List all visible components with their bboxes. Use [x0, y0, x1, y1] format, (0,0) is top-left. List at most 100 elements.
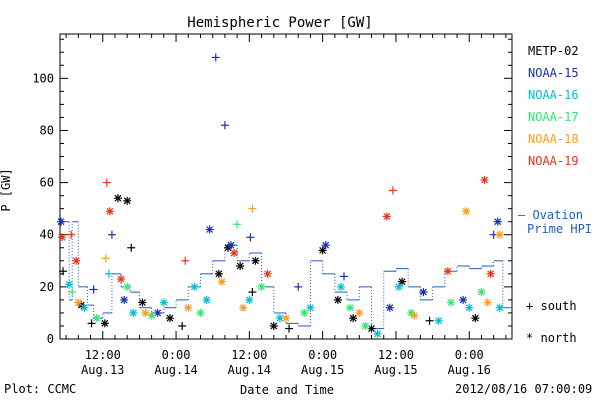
data-point: [419, 288, 428, 297]
data-point: [165, 314, 174, 323]
data-point: [239, 303, 248, 312]
data-point: [184, 303, 193, 312]
data-point: [227, 241, 236, 250]
data-point: [100, 319, 109, 328]
data-point: [141, 308, 150, 317]
data-point: [300, 308, 309, 317]
data-point: [147, 311, 156, 320]
data-point: [245, 295, 254, 304]
data-point: [410, 311, 419, 320]
legend-metp-02: METP-02: [528, 44, 579, 58]
x-tick-label: 0:00: [162, 348, 191, 362]
data-point: [294, 282, 303, 291]
data-point: [477, 288, 486, 297]
data-point: [395, 282, 403, 291]
data-point: [388, 186, 397, 195]
data-point: [123, 196, 132, 205]
legend-noaa-17: NOAA-17: [528, 110, 579, 124]
data-point: [127, 243, 136, 252]
x-tick-date-label: Aug.16: [448, 363, 491, 377]
data-point: [336, 282, 345, 291]
x-tick-label: 12:00: [85, 348, 121, 362]
footer-timestamp: 2012/08/16 07:00:09: [455, 382, 593, 396]
data-point: [129, 308, 138, 317]
data-point: [102, 178, 111, 187]
legend-noaa-18: NOAA-18: [528, 132, 579, 146]
data-point: [104, 269, 113, 278]
data-point: [306, 303, 315, 312]
data-point: [493, 217, 502, 226]
legend-noaa-15: NOAA-15: [528, 66, 579, 80]
data-point: [495, 303, 504, 312]
x-tick-label: 0:00: [455, 348, 484, 362]
x-axis-ticks: 12:00Aug.130:00Aug.1412:00Aug.140:00Aug.…: [65, 34, 507, 377]
data-points: [57, 53, 504, 338]
data-point: [107, 230, 116, 239]
data-point: [446, 298, 455, 307]
data-point: [178, 321, 187, 330]
data-point: [80, 303, 89, 312]
legend-south-symbol: +: [526, 299, 534, 313]
data-point: [382, 212, 391, 221]
legend-noaa-19: NOAA-19: [528, 154, 579, 168]
data-point: [190, 282, 199, 291]
data-point: [87, 319, 96, 328]
data-point: [285, 324, 294, 333]
x-axis-label: Date and Time: [240, 383, 334, 397]
ovation-hpi-steps: [60, 221, 512, 330]
data-point: [89, 285, 98, 294]
data-point: [67, 230, 76, 239]
data-point: [117, 275, 126, 284]
data-point: [367, 324, 376, 333]
y-tick-label: 80: [40, 123, 54, 137]
legend-north-label: north: [540, 331, 577, 345]
legend-south-marker: + south: [526, 299, 577, 313]
y-tick-label: 0: [47, 332, 54, 346]
legend-noaa-16: NOAA-16: [528, 88, 579, 102]
y-tick-label: 100: [32, 71, 54, 85]
data-point: [248, 204, 257, 213]
data-point: [205, 225, 214, 234]
legend-ovation: — Ovation: [518, 208, 584, 222]
x-tick-date-label: Aug.14: [228, 363, 271, 377]
data-point: [333, 295, 342, 304]
data-point: [246, 233, 255, 242]
data-point: [373, 329, 382, 338]
data-point: [65, 280, 74, 289]
data-point: [138, 298, 147, 307]
data-point: [349, 314, 358, 323]
data-point: [72, 256, 81, 265]
data-point: [211, 53, 220, 62]
data-point: [92, 314, 101, 323]
data-point: [159, 298, 168, 307]
data-point: [355, 308, 364, 317]
data-point: [465, 303, 474, 312]
data-point: [282, 314, 290, 323]
y-tick-label: 40: [40, 228, 54, 242]
data-point: [248, 288, 257, 297]
data-point: [321, 241, 330, 250]
data-point: [105, 207, 114, 216]
y-axis-ticks: 0 20 40 60 80 100: [32, 38, 512, 346]
chart-title: Hemispheric Power [GW]: [187, 15, 372, 31]
footer-credit: Plot: CCMC: [4, 382, 77, 396]
data-point: [217, 277, 226, 286]
data-point: [459, 295, 468, 304]
data-point: [74, 298, 83, 307]
data-point: [346, 303, 355, 312]
data-point: [68, 288, 77, 297]
data-point: [257, 282, 266, 291]
data-point: [59, 267, 68, 276]
data-point: [425, 316, 434, 325]
data-point: [251, 256, 260, 265]
plot-frame: [59, 33, 513, 340]
data-point: [486, 269, 495, 278]
legend-north-symbol: *: [526, 331, 534, 345]
data-point: [361, 321, 370, 330]
data-point: [58, 233, 67, 242]
data-point: [233, 220, 242, 229]
data-point: [236, 262, 245, 271]
data-point: [263, 269, 272, 278]
x-tick-date-label: Aug.15: [374, 363, 417, 377]
